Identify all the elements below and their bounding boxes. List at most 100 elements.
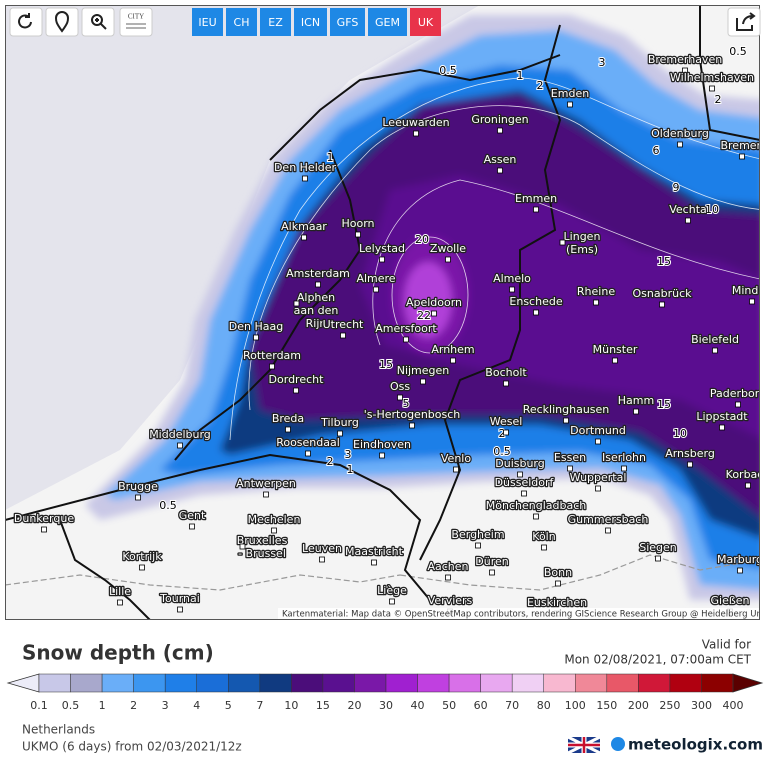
city[interactable]: Venlo bbox=[440, 451, 473, 473]
city[interactable]: Leeuwarden bbox=[381, 115, 451, 137]
city[interactable]: Emmen bbox=[514, 191, 558, 213]
city[interactable]: Bonn bbox=[543, 565, 573, 587]
city[interactable]: Siegen bbox=[638, 540, 678, 562]
model-button[interactable]: EZ bbox=[260, 8, 291, 36]
city[interactable]: Bremerhaven bbox=[647, 52, 724, 74]
city[interactable]: Mechelen bbox=[246, 512, 302, 534]
city[interactable]: Marburg bbox=[716, 552, 763, 574]
city[interactable]: Apeldoorn bbox=[405, 295, 463, 317]
city[interactable]: Breda bbox=[271, 411, 305, 433]
contour-label: 10 bbox=[705, 203, 719, 216]
city-dot bbox=[555, 580, 561, 587]
city[interactable]: Dortmund bbox=[569, 423, 627, 445]
city[interactable]: Minden bbox=[731, 283, 765, 305]
city[interactable]: Wuppertal bbox=[568, 470, 628, 492]
city[interactable]: Iserlohn bbox=[601, 450, 647, 472]
city[interactable]: Leuven bbox=[301, 541, 343, 563]
city-button[interactable]: CITY bbox=[119, 7, 153, 37]
city[interactable]: Wesel bbox=[488, 414, 524, 436]
city[interactable]: Brugge bbox=[117, 479, 159, 501]
city[interactable]: Antwerpen bbox=[235, 476, 297, 498]
city[interactable]: Tilburg bbox=[319, 415, 360, 437]
city[interactable]: Lille bbox=[108, 584, 133, 606]
city[interactable]: Düren bbox=[474, 554, 510, 576]
zoom-button[interactable] bbox=[81, 7, 115, 37]
city[interactable]: Recklinghausen bbox=[521, 402, 611, 424]
city[interactable]: Almelo bbox=[492, 271, 532, 293]
model-button[interactable]: GFS bbox=[330, 8, 365, 36]
city[interactable]: Lelystad bbox=[358, 241, 406, 263]
city[interactable]: Liège bbox=[376, 583, 408, 605]
city[interactable]: Maastricht bbox=[344, 544, 405, 566]
city[interactable]: Vechta bbox=[668, 202, 708, 224]
city[interactable]: Roosendaal bbox=[275, 435, 341, 457]
city[interactable]: Mönchengladbach bbox=[484, 498, 588, 520]
model-button[interactable]: GEM bbox=[368, 8, 407, 36]
city[interactable]: Dunkerque bbox=[13, 511, 76, 533]
city[interactable]: Duisburg bbox=[494, 456, 546, 478]
city[interactable]: Emden bbox=[550, 86, 591, 108]
city[interactable]: Wilhelmshaven bbox=[669, 70, 755, 92]
city[interactable]: Zwolle bbox=[429, 241, 468, 263]
city[interactable]: Korbach bbox=[724, 467, 765, 489]
city[interactable]: Alkmaar bbox=[280, 219, 329, 241]
city[interactable]: 's-Hertogenbosch bbox=[362, 407, 462, 429]
model-button[interactable]: UK bbox=[410, 8, 441, 36]
city[interactable]: Gummersbach bbox=[566, 512, 650, 534]
city[interactable]: Aachen bbox=[426, 559, 470, 581]
coast bbox=[174, 149, 362, 461]
city[interactable]: Osnabrück bbox=[631, 286, 693, 308]
city[interactable]: Bergheim bbox=[450, 527, 506, 549]
city[interactable]: Kortrijk bbox=[121, 549, 164, 571]
reload-button[interactable] bbox=[9, 7, 43, 37]
legend-swatch bbox=[575, 673, 608, 693]
city[interactable]: Münster bbox=[591, 342, 639, 364]
city[interactable]: Oss bbox=[389, 379, 412, 401]
city[interactable]: Bocholt bbox=[484, 365, 529, 387]
city[interactable]: Assen bbox=[482, 152, 518, 174]
model-button[interactable]: ICN bbox=[294, 8, 327, 36]
city[interactable]: Dordrecht bbox=[267, 372, 325, 394]
city[interactable]: Hoorn bbox=[340, 216, 376, 238]
locate-button[interactable] bbox=[45, 7, 79, 37]
city[interactable]: Bruxelles- Brussel bbox=[235, 533, 288, 562]
city[interactable]: Arnsberg bbox=[664, 446, 716, 468]
city-dot bbox=[737, 567, 743, 574]
city[interactable]: Düsseldorf bbox=[493, 475, 556, 497]
city[interactable]: Bremen bbox=[719, 138, 763, 160]
city[interactable]: Bielefeld bbox=[690, 332, 740, 354]
city[interactable]: Hamm bbox=[616, 393, 656, 415]
city[interactable]: Den Helder bbox=[273, 160, 338, 182]
model-button[interactable]: CH bbox=[226, 8, 257, 36]
contour-label: 15 bbox=[657, 398, 671, 411]
city[interactable]: Gießen bbox=[709, 593, 751, 615]
city[interactable]: Middelburg bbox=[148, 427, 212, 449]
model-button[interactable]: IEU bbox=[192, 8, 223, 36]
city[interactable]: Amsterdam bbox=[285, 266, 351, 288]
city[interactable]: Amersfoort bbox=[374, 321, 439, 343]
city[interactable]: Rheine bbox=[576, 284, 617, 306]
city[interactable]: Lingen(Ems) bbox=[559, 229, 602, 257]
city[interactable]: Eindhoven bbox=[352, 437, 412, 459]
city[interactable]: Utrecht bbox=[321, 317, 365, 339]
city[interactable]: Essen bbox=[553, 450, 587, 472]
city[interactable]: Köln bbox=[531, 529, 557, 551]
city[interactable]: Enschede bbox=[508, 294, 564, 316]
city[interactable]: Nijmegen bbox=[395, 363, 451, 385]
share-button[interactable] bbox=[727, 7, 761, 37]
flag-uk[interactable] bbox=[567, 735, 601, 755]
city[interactable]: Gent bbox=[177, 508, 207, 530]
city[interactable]: Almere bbox=[355, 271, 397, 293]
city[interactable]: Den Haag bbox=[227, 319, 285, 341]
city[interactable]: Groningen bbox=[470, 112, 530, 134]
city[interactable]: Rotterdam bbox=[242, 348, 302, 370]
city[interactable]: Arnhem bbox=[430, 342, 476, 364]
legend-label: 400 bbox=[723, 699, 744, 712]
city[interactable]: Paderborn bbox=[709, 386, 765, 408]
city[interactable]: Oldenburg bbox=[650, 126, 710, 148]
city[interactable]: Tournai bbox=[158, 591, 201, 613]
city[interactable]: Lippstadt bbox=[695, 409, 750, 431]
city[interactable]: Euskirchen bbox=[526, 595, 588, 617]
